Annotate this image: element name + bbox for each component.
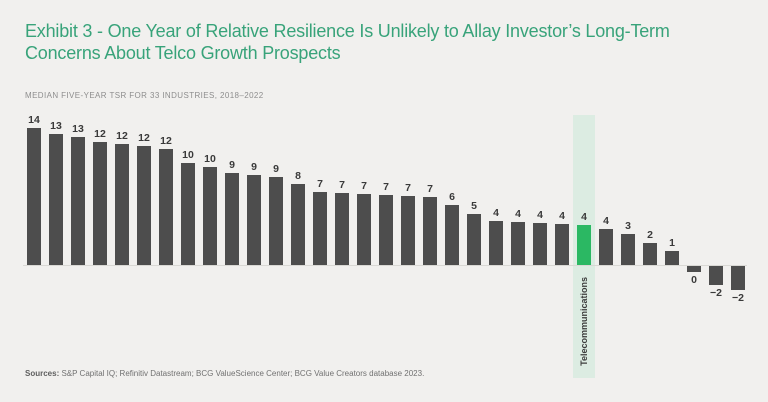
chart-bar [203,167,217,265]
bar-value-label: 12 [138,132,150,144]
bar-value-label: 5 [471,200,477,212]
bar-value-label: 9 [251,161,257,173]
chart-bar [379,195,393,265]
bar-value-label: 8 [295,170,301,182]
chart-bar [27,128,41,265]
chart-bar [445,205,459,265]
chart-bar [335,193,349,265]
bar-value-label: 1 [669,237,675,249]
bar-value-label: 3 [625,220,631,232]
bar-value-label: 4 [603,215,609,227]
bar-value-label: 6 [449,191,455,203]
chart-bar [137,146,151,265]
zero-axis-line [23,265,747,266]
chart-bar [555,224,569,265]
bar-value-label: 12 [94,128,106,140]
page-title-line-1: Exhibit 3 - One Year of Relative Resilie… [25,21,670,41]
bar-value-label: 10 [182,149,194,161]
bar-value-label: 4 [493,207,499,219]
chart-bar-highlighted [577,225,591,265]
chart-bar [709,266,723,285]
sources-label: Sources: [25,369,60,378]
bar-value-label: 12 [160,135,172,147]
sources-note: Sources: S&P Capital IQ; Refinitiv Datas… [25,369,424,378]
chart-bar [731,266,745,290]
chart-bar [357,194,371,265]
bar-value-label: 9 [273,163,279,175]
chart-bar [181,163,195,265]
chart-bar [115,144,129,265]
bar-value-label: 7 [317,178,323,190]
bar-value-label: 0 [691,274,697,286]
chart-bar [401,196,415,265]
bar-value-label: −2 [732,292,744,304]
bar-value-label: 14 [28,114,40,126]
page-title-line-2: Concerns About Telco Growth Prospects [25,43,341,63]
chart-bar [643,243,657,265]
chart-bar [291,184,305,265]
bar-value-label: 4 [537,209,543,221]
bar-value-label: 7 [361,180,367,192]
chart-bar [93,142,107,265]
bar-value-label: 7 [339,179,345,191]
chart-bar [489,221,503,265]
chart-bar [247,175,261,265]
chart-bar [467,214,481,265]
bar-value-label: −2 [710,287,722,299]
chart-bar [225,173,239,265]
bar-value-label: 4 [515,208,521,220]
page-title: Exhibit 3 - One Year of Relative Resilie… [25,20,670,64]
chart-bar [269,177,283,265]
chart-bar [533,223,547,265]
chart-bar [599,229,613,265]
chart-subtitle: MEDIAN FIVE-YEAR TSR FOR 33 INDUSTRIES, … [25,91,264,100]
bar-value-label: 7 [427,183,433,195]
chart-bar [621,234,635,265]
chart-bar [71,137,85,265]
chart-bar [511,222,525,265]
bar-value-label: 10 [204,153,216,165]
sources-text: S&P Capital IQ; Refinitiv Datastream; BC… [59,369,425,378]
bar-value-label: 7 [383,181,389,193]
bar-value-label: 13 [50,120,62,132]
chart-bar [665,251,679,265]
bar-value-label: 7 [405,182,411,194]
bar-value-label: 4 [581,211,587,223]
bar-value-label: 4 [559,210,565,222]
chart-bar [313,192,327,265]
chart-bar [423,197,437,265]
chart-bar [159,149,173,265]
bar-value-label: 12 [116,130,128,142]
chart-bar [49,134,63,265]
bar-value-label: 2 [647,229,653,241]
bar-value-label: 13 [72,123,84,135]
chart-bar [687,266,701,272]
telecom-category-label: Telecommunications [579,276,589,366]
bar-value-label: 9 [229,159,235,171]
